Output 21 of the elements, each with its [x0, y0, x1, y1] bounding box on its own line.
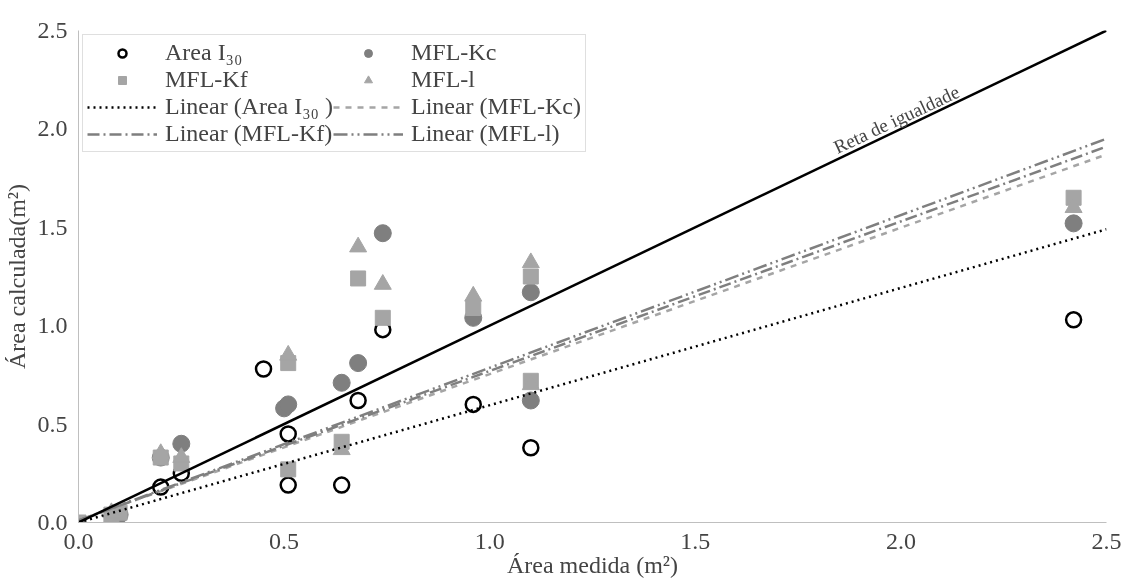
- legend-label: Linear (Area I₃₀ ): [165, 93, 333, 120]
- y-axis-title: Área calculada(m²): [3, 183, 30, 370]
- x-tick-label: 2.0: [885, 527, 916, 554]
- x-tick-label: 1.0: [474, 527, 505, 554]
- x-tick-label: 1.5: [680, 527, 711, 554]
- legend-label: MFL-l: [410, 66, 475, 93]
- legend-label: MFL-Kf: [165, 66, 248, 93]
- y-tick-label: 1.0: [37, 312, 68, 339]
- x-tick-label: 0.5: [269, 527, 300, 554]
- y-tick-label: 2.5: [37, 17, 68, 43]
- y-tick-label: 2.0: [37, 115, 68, 142]
- legend-label: Linear (MFL-Kc): [410, 93, 581, 120]
- x-tick-label: 2.5: [1091, 527, 1122, 554]
- legend-label: Area I₃₀: [165, 39, 243, 66]
- legend-label: MFL-Kc: [410, 39, 497, 66]
- y-tick-label: 1.5: [37, 213, 68, 240]
- y-tick-label: 0.0: [37, 509, 68, 535]
- y-tick-label: 0.5: [37, 410, 68, 437]
- legend-label: Linear (MFL-l): [410, 120, 560, 147]
- x-axis-title: Área medida (m²): [506, 551, 679, 578]
- legend-label: Linear (MFL-Kf): [165, 120, 333, 147]
